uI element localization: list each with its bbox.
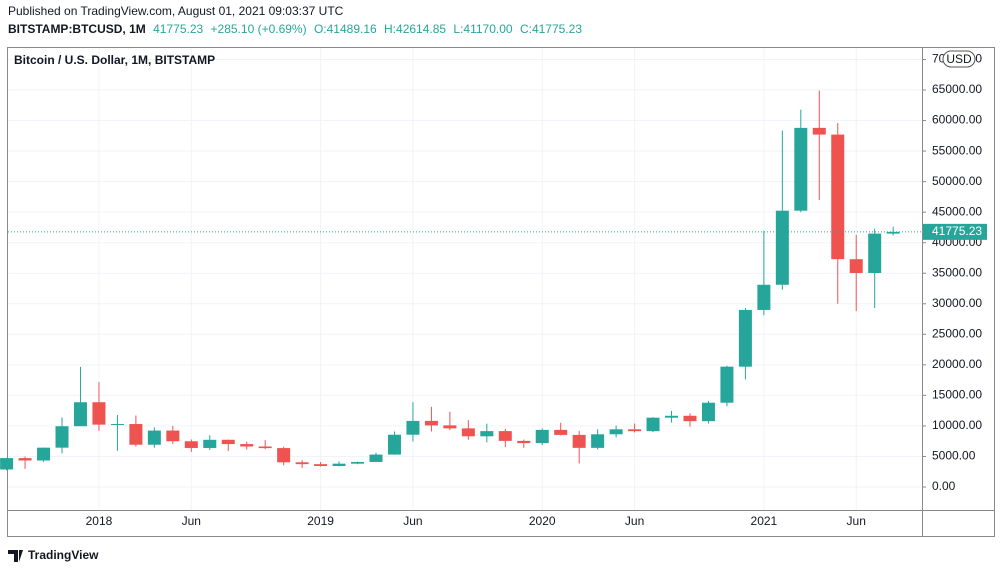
candle-body: [517, 440, 531, 444]
y-tick-label: 10000.00: [932, 418, 982, 432]
candle-body: [240, 444, 254, 447]
candle-body: [0, 458, 14, 470]
candle-body: [591, 434, 605, 448]
candle-body: [18, 458, 32, 461]
candle-body: [147, 430, 161, 445]
candle-body: [535, 429, 549, 444]
y-tick-label: 45000.00: [932, 204, 982, 218]
open-value: O:41489.16: [314, 22, 377, 36]
last-price-label: 41775.23: [932, 224, 982, 238]
brand: TradingView: [28, 548, 99, 562]
candle-body: [480, 431, 494, 437]
y-tick-label: 60000.00: [932, 113, 982, 127]
y-tick-label: 15000.00: [932, 388, 982, 402]
candle-body: [332, 463, 346, 466]
x-tick-label: 2019: [307, 514, 334, 528]
close-value: C:41775.23: [520, 22, 582, 36]
y-tick-label: 30000.00: [932, 296, 982, 310]
candle-body: [572, 434, 586, 448]
published-note: Published on TradingView.com, August 01,…: [8, 4, 344, 18]
y-tick-label: 65000.00: [932, 82, 982, 96]
x-tick-label: 2021: [751, 514, 778, 528]
candle-body: [886, 231, 900, 234]
candle-body: [314, 464, 328, 466]
candle-body: [443, 425, 457, 429]
candle-body: [868, 233, 882, 273]
y-tick-label: 0.00: [932, 479, 956, 493]
candle-body: [831, 134, 845, 260]
candle-body: [166, 430, 180, 442]
y-tick-label: 50000.00: [932, 174, 982, 188]
candle-body: [701, 402, 715, 422]
candle-body: [609, 429, 623, 435]
x-tick-label: 2018: [86, 514, 113, 528]
y-tick-label: 35000.00: [932, 265, 982, 279]
chart-title: Bitcoin / U.S. Dollar, 1M, BITSTAMP: [14, 53, 215, 67]
brand-logo: [8, 550, 23, 562]
candle-body: [92, 402, 106, 425]
y-tick-label: 55000.00: [932, 143, 982, 157]
candle-body: [295, 462, 309, 465]
x-tick-label: Jun: [403, 514, 422, 528]
y-tick-label: 5000.00: [932, 449, 976, 463]
last-value: 41775.23: [153, 22, 203, 36]
candle-body: [351, 461, 365, 464]
x-tick-label: Jun: [625, 514, 644, 528]
candle-body: [498, 431, 512, 441]
x-tick-label: Jun: [847, 514, 866, 528]
candle-body: [203, 439, 217, 448]
high-value: H:42614.85: [384, 22, 446, 36]
candle-body: [221, 439, 235, 445]
candle-body: [554, 429, 568, 435]
low-value: L:41170.00: [453, 22, 512, 36]
candle-body: [406, 420, 420, 435]
candle-body: [37, 447, 51, 461]
candle-body: [812, 127, 826, 135]
candle-body: [424, 420, 438, 426]
candle-body: [720, 366, 734, 403]
candle-body: [461, 428, 475, 437]
candle-body: [683, 415, 697, 422]
candle-body: [387, 434, 401, 455]
candle-body: [258, 446, 272, 449]
currency: USD: [946, 52, 972, 66]
candle-body: [738, 309, 752, 367]
candle-body: [369, 454, 383, 462]
symbol-legend: BITSTAMP:BTCUSD, 1M 41775.23 +285.10 (+0…: [8, 22, 582, 36]
candle-body: [184, 441, 198, 448]
currency-badge: [942, 50, 976, 68]
candle-body: [628, 429, 642, 432]
change: +285.10 (+0.69%): [211, 22, 307, 36]
candle-body: [277, 448, 291, 463]
symbol: BITSTAMP:BTCUSD, 1M: [8, 22, 146, 36]
candles: [0, 90, 922, 471]
y-tick-label: 25000.00: [932, 326, 982, 340]
candle-body: [129, 424, 143, 445]
candle-body: [665, 415, 679, 418]
last-price-box: [923, 223, 987, 240]
x-tick-label: 2020: [529, 514, 556, 528]
candle-body: [73, 402, 87, 427]
candle-body: [794, 127, 808, 211]
chart-frame: [7, 47, 995, 537]
candle-body: [757, 284, 771, 310]
x-tick-label: Jun: [182, 514, 201, 528]
candle-body: [110, 424, 124, 426]
candle-body: [646, 417, 660, 432]
y-tick-label: 20000.00: [932, 357, 982, 371]
candle-body: [849, 259, 863, 273]
candle-body: [775, 210, 789, 285]
candle-body: [55, 426, 69, 448]
axes: 0.00 5000.00 10000.00 15000.00 20000.00 25000…: [86, 52, 987, 528]
